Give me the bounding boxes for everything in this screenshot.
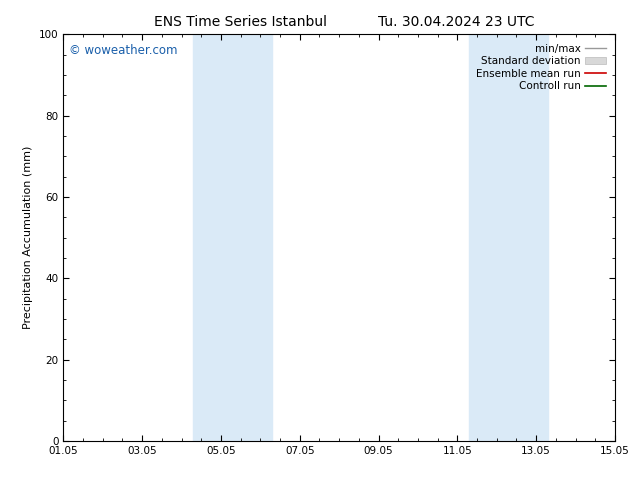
Text: ENS Time Series Istanbul: ENS Time Series Istanbul <box>155 15 327 29</box>
Bar <box>193 34 272 441</box>
Bar <box>469 34 548 441</box>
Y-axis label: Precipitation Accumulation (mm): Precipitation Accumulation (mm) <box>23 146 34 329</box>
Text: Tu. 30.04.2024 23 UTC: Tu. 30.04.2024 23 UTC <box>378 15 534 29</box>
Legend: min/max, Standard deviation, Ensemble mean run, Controll run: min/max, Standard deviation, Ensemble me… <box>472 40 610 96</box>
Text: © woweather.com: © woweather.com <box>69 45 178 57</box>
